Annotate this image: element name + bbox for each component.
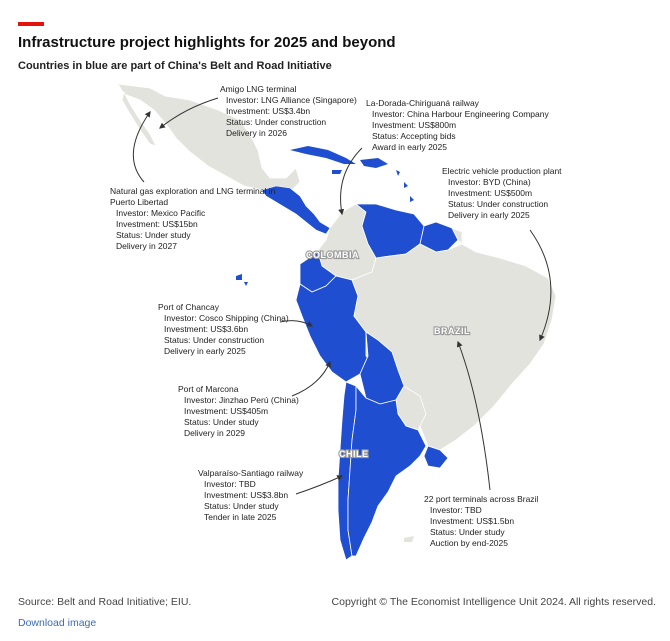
map-falklands	[404, 536, 414, 542]
annotation-ev-plant: Electric vehicle production plant Invest…	[442, 166, 562, 220]
annotation-la-dorada-railway: La-Dorada-Chiriguaná railway Investor: C…	[366, 98, 549, 152]
copyright-note: Copyright © The Economist Intelligence U…	[331, 596, 656, 608]
map-central-america	[261, 185, 331, 235]
arrow-valparaiso	[295, 475, 344, 495]
page-subtitle: Countries in blue are part of China's Be…	[18, 60, 332, 72]
arrow-ev	[529, 229, 552, 342]
arrow-brazil-ports	[456, 340, 491, 491]
map-cuba	[290, 146, 356, 164]
annotation-amigo-lng: Amigo LNG terminal Investor: LNG Allianc…	[220, 84, 357, 138]
brand-accent-bar	[18, 22, 44, 26]
arrow-libertad	[132, 111, 151, 183]
map-uruguay	[423, 445, 449, 469]
download-image-link[interactable]: Download image	[18, 617, 97, 629]
label-chile: CHILE	[339, 449, 369, 459]
annotation-port-chancay: Port of Chancay Investor: Cosco Shipping…	[158, 302, 289, 356]
annotation-port-marcona: Port of Marcona Investor: Jinzhao Perú (…	[178, 384, 299, 438]
map-jamaica	[332, 170, 342, 174]
annotation-valparaiso-railway: Valparaíso-Santiago railway Investor: TB…	[198, 468, 304, 522]
annotation-brazil-ports: 22 port terminals across Brazil Investor…	[424, 494, 539, 548]
map-argentina	[347, 384, 427, 557]
arrow-amigo	[159, 97, 219, 129]
label-colombia: COLOMBIA	[306, 250, 359, 260]
source-note: Source: Belt and Road Initiative; EIU.	[18, 596, 192, 608]
label-brazil: BRAZIL	[434, 326, 470, 336]
map-mexico	[117, 83, 301, 193]
arrow-marcona	[291, 360, 331, 397]
annotation-puerto-libertad: Natural gas exploration and LNG terminal…	[110, 186, 276, 251]
arrow-railway-co	[338, 147, 363, 216]
map-galapagos	[236, 274, 248, 286]
arrow-chancay	[279, 320, 314, 327]
map-hispaniola	[360, 158, 388, 168]
map-lesser-antilles	[396, 170, 414, 202]
map-baja-california	[121, 90, 157, 147]
page-title: Infrastructure project highlights for 20…	[18, 34, 396, 51]
